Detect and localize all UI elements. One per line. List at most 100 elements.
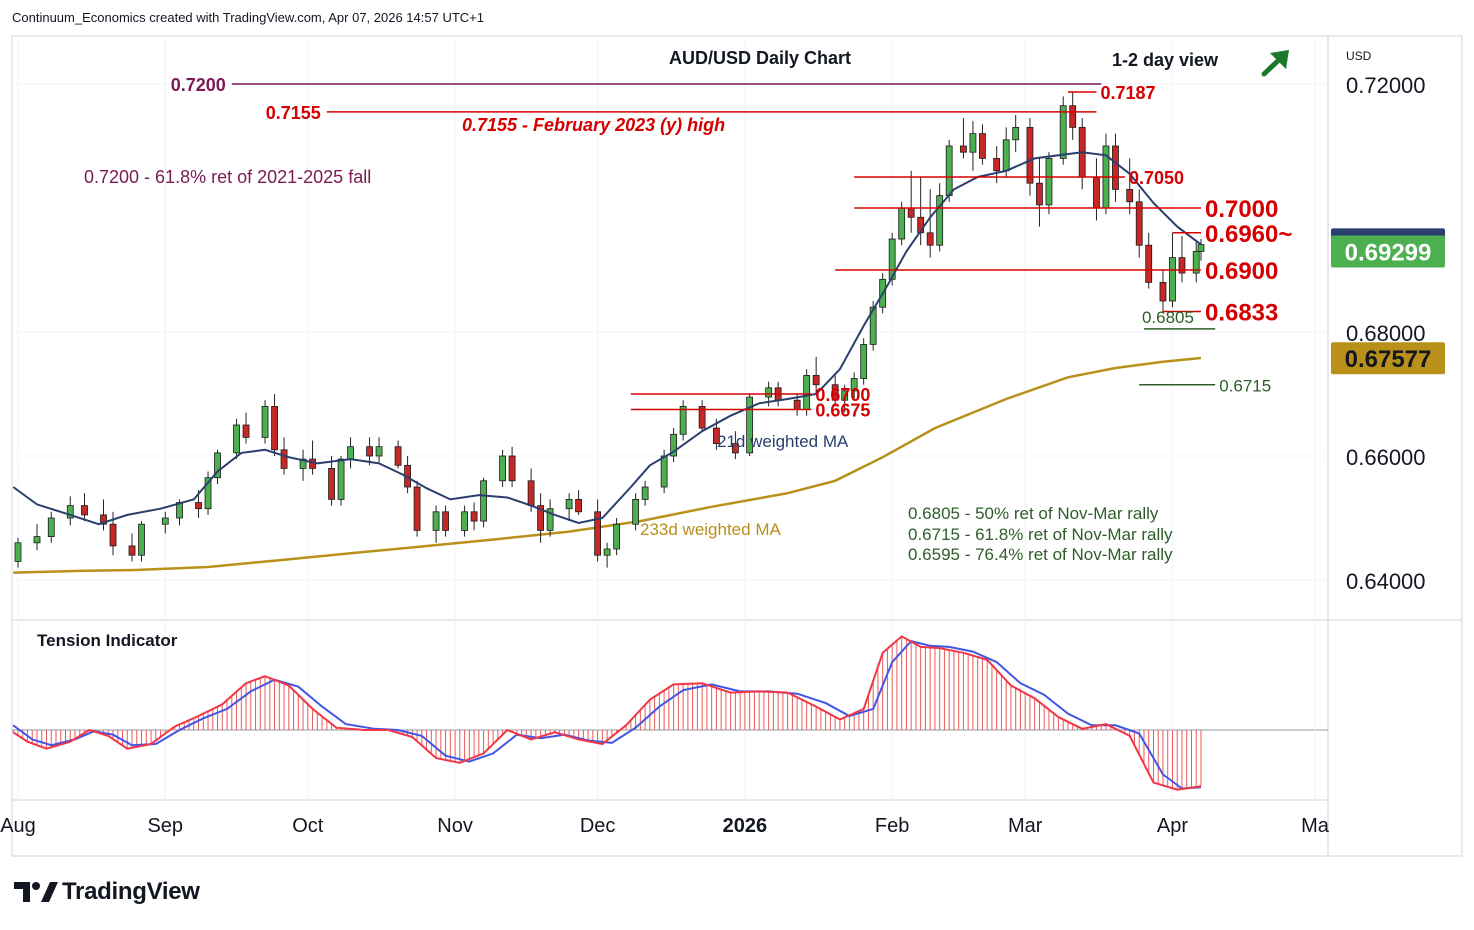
candle xyxy=(841,384,849,413)
candle-body xyxy=(1045,157,1053,206)
candle-body xyxy=(66,505,74,519)
level-label: 0.7050 xyxy=(1129,168,1184,188)
candle-body xyxy=(138,523,145,556)
candle-body xyxy=(109,523,117,547)
candle xyxy=(613,518,621,556)
candle xyxy=(299,449,307,481)
candle xyxy=(138,521,145,562)
candle-body xyxy=(347,446,354,460)
x-tick-label: Oct xyxy=(292,815,324,837)
x-tick-label: Sep xyxy=(147,815,183,837)
candle-body xyxy=(613,523,621,550)
candle-body xyxy=(979,133,986,159)
candle-body xyxy=(537,505,545,531)
candle-body xyxy=(746,396,754,454)
candle-body xyxy=(195,502,202,510)
ma-233-line xyxy=(13,356,1202,574)
chart-credit: Continuum_Economics created with Trading… xyxy=(12,10,484,25)
candle-body xyxy=(1069,105,1077,128)
candle xyxy=(81,493,88,522)
candle-body xyxy=(1126,188,1134,203)
tradingview-logo-text: TradingView xyxy=(62,878,200,905)
candle xyxy=(1012,115,1020,153)
candle xyxy=(575,490,583,515)
candle xyxy=(1069,92,1077,140)
x-tick-label: Aug xyxy=(0,815,36,837)
candle xyxy=(66,496,74,526)
candle xyxy=(860,338,868,385)
candle xyxy=(850,372,858,401)
candle-body xyxy=(731,443,739,454)
y-tick-label: 0.64000 xyxy=(1346,569,1426,594)
level-label: 0.6805 xyxy=(1142,308,1194,327)
candle xyxy=(337,456,345,506)
level-label: 0.6960~ xyxy=(1205,221,1292,248)
candle xyxy=(907,170,915,233)
candle-body xyxy=(907,207,915,218)
candle-body xyxy=(242,424,250,438)
candle xyxy=(1192,242,1200,283)
time-axis[interactable]: Aug Sep Oct Nov Dec 2026 Feb Mar Apr Ma xyxy=(0,815,1330,837)
candle xyxy=(214,449,221,484)
candle-body xyxy=(945,145,953,196)
candle xyxy=(366,437,373,466)
candle-body xyxy=(508,455,516,482)
label-21d-weighted-ma: 21d weighted MA xyxy=(717,432,849,451)
annotation-618-retracement: 0.7200 - 61.8% ret of 2021-2025 fall xyxy=(84,167,371,187)
level-label: 0.7000 xyxy=(1205,196,1278,223)
candle xyxy=(603,542,611,568)
candle xyxy=(546,499,554,537)
candle-body xyxy=(1135,201,1143,246)
candle-body xyxy=(1178,257,1186,274)
candle xyxy=(47,511,55,543)
candle-body xyxy=(936,195,944,246)
candle xyxy=(413,480,421,537)
candle-body xyxy=(869,306,877,345)
candle-body xyxy=(432,511,440,531)
candle-body xyxy=(271,405,278,451)
candle xyxy=(731,431,739,460)
candle-body xyxy=(594,511,602,556)
candle xyxy=(679,400,687,441)
candle-body xyxy=(831,384,839,401)
candle-body xyxy=(261,405,269,438)
candle-body xyxy=(1093,176,1100,209)
candle xyxy=(1102,133,1110,215)
candle-body xyxy=(860,343,868,379)
candle xyxy=(565,493,573,522)
candle-body xyxy=(442,511,449,531)
y-tick-label: 0.72000 xyxy=(1346,73,1426,98)
candle xyxy=(969,121,977,171)
x-tick-label: Dec xyxy=(580,815,616,837)
x-tick-label: Apr xyxy=(1157,815,1188,837)
candle-body xyxy=(375,446,383,457)
candle xyxy=(508,446,516,487)
candle xyxy=(1026,118,1034,196)
candle-body xyxy=(632,498,640,525)
price-badge-bg xyxy=(1331,235,1445,268)
candle-body xyxy=(812,374,820,386)
y-tick-label: 0.68000 xyxy=(1346,321,1426,346)
candle-body xyxy=(233,424,240,454)
price-axis[interactable]: 0.72000 0.68000 0.66000 0.64000 xyxy=(1346,73,1426,594)
candle xyxy=(128,533,136,562)
annotation-764-ret: 0.6595 - 76.4% ret of Nov-Mar rally xyxy=(908,545,1173,564)
level-label: 0.6675 xyxy=(815,401,870,421)
candles-layer xyxy=(14,92,1205,568)
candle-body xyxy=(204,477,212,510)
candle-body xyxy=(660,455,668,488)
candle-body xyxy=(926,232,934,246)
candle xyxy=(594,499,602,562)
candle xyxy=(641,480,649,506)
candle xyxy=(499,449,506,487)
price-badge-label: 0.69299 xyxy=(1345,239,1432,266)
candle xyxy=(100,499,107,531)
candle xyxy=(1078,118,1086,190)
candle-body xyxy=(670,433,678,457)
currency-label: USD xyxy=(1346,49,1372,63)
tradingview-logo[interactable]: TradingView xyxy=(14,878,200,906)
tension-layer xyxy=(12,635,1202,791)
candle-body xyxy=(1026,127,1034,184)
candle-body xyxy=(394,446,402,466)
level-label: 0.7200 xyxy=(171,75,226,95)
